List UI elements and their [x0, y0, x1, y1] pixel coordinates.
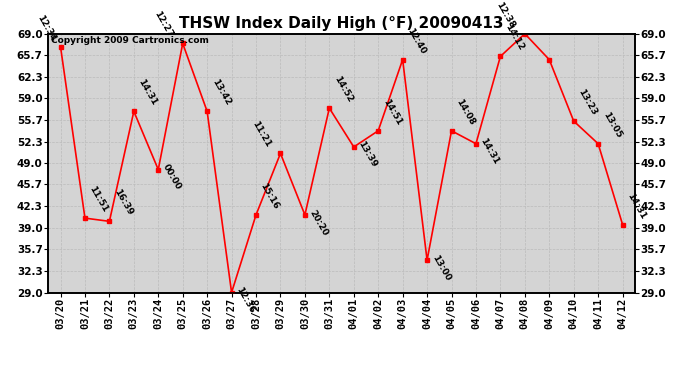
Text: 14:31: 14:31: [479, 136, 501, 166]
Text: 14:31: 14:31: [137, 78, 159, 107]
Text: 13:05: 13:05: [601, 110, 623, 140]
Text: 13:00: 13:00: [430, 253, 452, 282]
Text: 14:52: 14:52: [332, 75, 354, 104]
Text: 11:51: 11:51: [88, 184, 110, 214]
Text: 12:38: 12:38: [494, 0, 516, 30]
Text: 16:39: 16:39: [112, 188, 135, 217]
Title: THSW Index Daily High (°F) 20090413: THSW Index Daily High (°F) 20090413: [179, 16, 504, 31]
Text: 13:39: 13:39: [357, 140, 379, 169]
Text: 14:51: 14:51: [381, 97, 403, 127]
Text: 12:40: 12:40: [406, 26, 428, 56]
Text: 20:20: 20:20: [308, 208, 330, 237]
Text: 13:23: 13:23: [576, 88, 599, 117]
Text: 12:27: 12:27: [152, 10, 175, 39]
Text: Copyright 2009 Cartronics.com: Copyright 2009 Cartronics.com: [51, 36, 209, 45]
Text: 11:21: 11:21: [250, 120, 272, 149]
Text: 14:31: 14:31: [625, 191, 647, 220]
Text: 15:16: 15:16: [259, 182, 281, 211]
Text: 14:12: 14:12: [503, 23, 525, 52]
Text: 13:42: 13:42: [210, 78, 232, 107]
Text: 12:34: 12:34: [35, 13, 58, 42]
Text: 00:00: 00:00: [161, 163, 183, 192]
Text: 14:08: 14:08: [454, 98, 476, 127]
Text: 12:36: 12:36: [235, 285, 257, 315]
